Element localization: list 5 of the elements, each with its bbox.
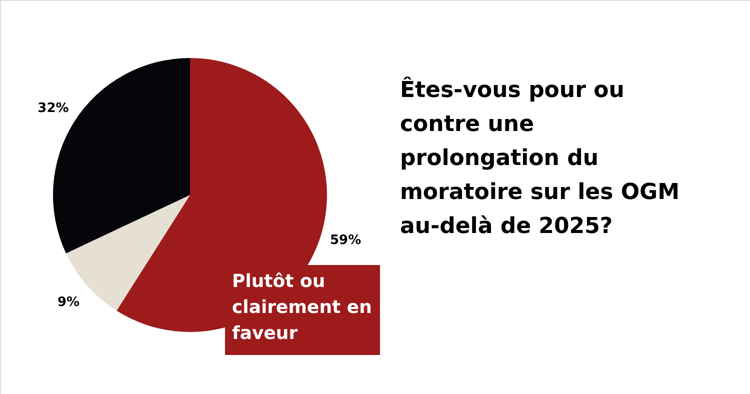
slice-label: Plutôt ou clairement en faveur xyxy=(232,271,372,344)
data-label: 9% xyxy=(57,295,80,310)
text: Êtes-vous pour ou contre une prolongation du moratoire sur les OGM au-delà de 2025? xyxy=(400,76,680,239)
data-label: 59% xyxy=(330,233,362,248)
data-label: 32% xyxy=(38,101,69,116)
